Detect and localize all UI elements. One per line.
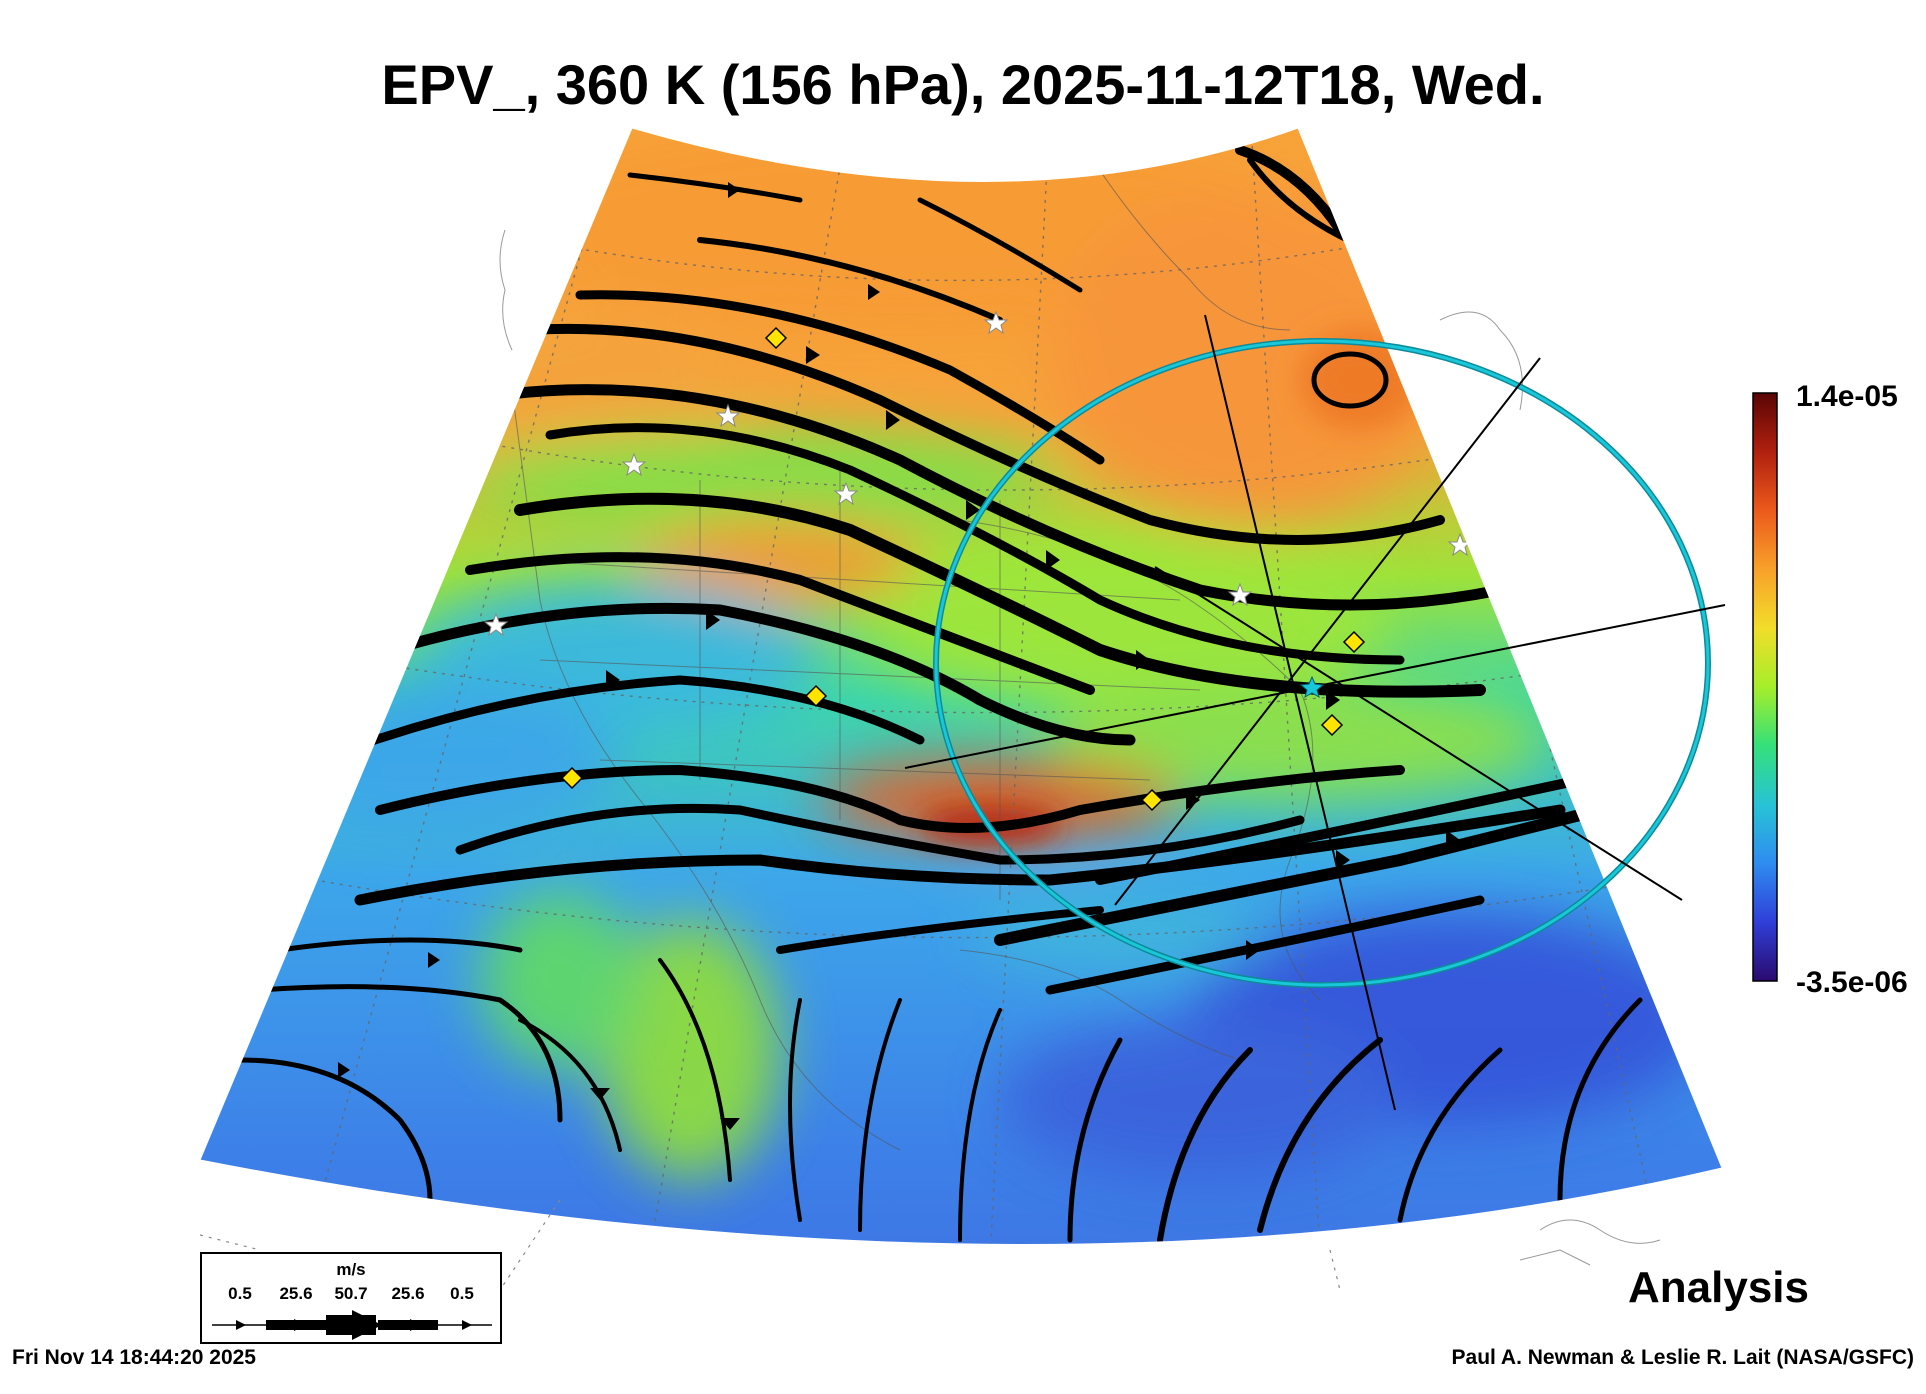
legend-value-2: 25.6 bbox=[279, 1284, 313, 1303]
legend-value-5: 0.5 bbox=[450, 1284, 474, 1303]
wind-speed-legend: m/s 0.5 25.6 50.7 25.6 0.5 bbox=[200, 1252, 502, 1344]
legend-value-4: 25.6 bbox=[391, 1284, 425, 1303]
outside-coastlines bbox=[499, 229, 1661, 1266]
map-title: EPV_, 360 K (156 hPa), 2025-11-12T18, We… bbox=[381, 53, 1545, 116]
epv-field bbox=[200, 128, 1722, 1245]
legend-arrow-scale bbox=[212, 1310, 492, 1340]
colorbar bbox=[1752, 392, 1778, 982]
range-ring bbox=[933, 338, 1711, 988]
colorbar-max-label: 1.4e-05 bbox=[1796, 380, 1898, 413]
outside-grid bbox=[199, 1199, 1341, 1291]
legend-unit: m/s bbox=[336, 1260, 366, 1279]
footer-timestamp: Fri Nov 14 18:44:20 2025 bbox=[12, 1346, 256, 1369]
colorbar-min-label: -3.5e-06 bbox=[1796, 966, 1908, 999]
legend-value-3: 50.7 bbox=[334, 1284, 368, 1303]
analysis-label: Analysis bbox=[1628, 1263, 1809, 1312]
center-point-icon bbox=[1299, 675, 1325, 699]
station-stars bbox=[483, 310, 1473, 637]
legend-value-1: 0.5 bbox=[228, 1284, 252, 1303]
station-diamonds bbox=[560, 326, 1366, 812]
wind-streamlines bbox=[237, 145, 1643, 1243]
footer-credit: Paul A. Newman & Leslie R. Lait (NASA/GS… bbox=[1451, 1346, 1914, 1369]
wind-arrowheads bbox=[338, 182, 1460, 1130]
